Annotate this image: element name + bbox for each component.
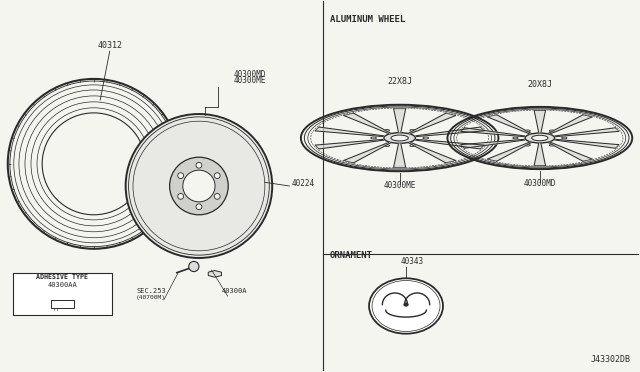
Polygon shape xyxy=(548,115,592,134)
Ellipse shape xyxy=(525,133,555,143)
Ellipse shape xyxy=(214,173,220,179)
Ellipse shape xyxy=(189,262,199,272)
Text: 40300AA: 40300AA xyxy=(47,282,77,288)
Ellipse shape xyxy=(196,163,202,168)
Ellipse shape xyxy=(404,303,408,306)
Text: ADHESIVE TYPE: ADHESIVE TYPE xyxy=(36,275,88,280)
Ellipse shape xyxy=(410,145,415,147)
Polygon shape xyxy=(548,142,592,161)
Polygon shape xyxy=(416,127,484,137)
Text: 40300A: 40300A xyxy=(221,288,247,294)
Polygon shape xyxy=(394,144,406,167)
Ellipse shape xyxy=(384,145,390,147)
Polygon shape xyxy=(409,142,456,163)
Polygon shape xyxy=(316,127,383,137)
Polygon shape xyxy=(409,113,456,134)
Text: (40700M): (40700M) xyxy=(136,295,166,299)
Ellipse shape xyxy=(525,144,531,146)
Ellipse shape xyxy=(423,137,429,139)
Text: ALUMINUM WHEEL: ALUMINUM WHEEL xyxy=(330,15,405,24)
Ellipse shape xyxy=(549,130,555,132)
Polygon shape xyxy=(555,140,619,148)
Polygon shape xyxy=(534,144,545,166)
Polygon shape xyxy=(461,128,525,137)
Ellipse shape xyxy=(369,278,443,334)
Text: 40224: 40224 xyxy=(291,179,314,188)
Polygon shape xyxy=(394,109,406,132)
Ellipse shape xyxy=(410,129,415,131)
Text: ORNAMENT: ORNAMENT xyxy=(330,251,372,260)
Text: 40343: 40343 xyxy=(401,257,424,266)
Polygon shape xyxy=(461,140,525,148)
Text: 40312: 40312 xyxy=(97,41,122,49)
Polygon shape xyxy=(344,142,390,163)
Text: SEC.253: SEC.253 xyxy=(136,288,166,294)
Bar xyxy=(13,273,111,315)
Ellipse shape xyxy=(196,204,202,209)
Ellipse shape xyxy=(384,133,415,143)
Text: J43302DB: J43302DB xyxy=(591,356,631,365)
Ellipse shape xyxy=(214,193,220,199)
Ellipse shape xyxy=(525,130,531,132)
Ellipse shape xyxy=(549,144,555,146)
Ellipse shape xyxy=(42,113,145,215)
Polygon shape xyxy=(488,142,531,161)
Text: 40300ME: 40300ME xyxy=(383,181,416,190)
Text: 20X8J: 20X8J xyxy=(527,80,552,89)
Ellipse shape xyxy=(183,170,215,202)
Polygon shape xyxy=(488,115,531,134)
Text: 40300MD: 40300MD xyxy=(524,179,556,188)
Bar xyxy=(51,300,74,308)
Ellipse shape xyxy=(561,137,567,139)
Text: 40300MD: 40300MD xyxy=(234,70,266,79)
Polygon shape xyxy=(208,270,221,277)
Polygon shape xyxy=(416,140,484,149)
Ellipse shape xyxy=(384,129,390,131)
Ellipse shape xyxy=(170,157,228,215)
Polygon shape xyxy=(534,110,545,132)
Ellipse shape xyxy=(371,137,376,139)
Polygon shape xyxy=(344,113,390,134)
Text: 22X8J: 22X8J xyxy=(387,77,412,86)
Ellipse shape xyxy=(178,193,184,199)
Ellipse shape xyxy=(513,137,518,139)
Polygon shape xyxy=(316,140,383,149)
Ellipse shape xyxy=(532,135,548,141)
Ellipse shape xyxy=(125,114,272,258)
Text: 40300ME: 40300ME xyxy=(234,76,266,85)
Polygon shape xyxy=(555,128,619,137)
Ellipse shape xyxy=(178,173,184,179)
Ellipse shape xyxy=(391,135,408,141)
